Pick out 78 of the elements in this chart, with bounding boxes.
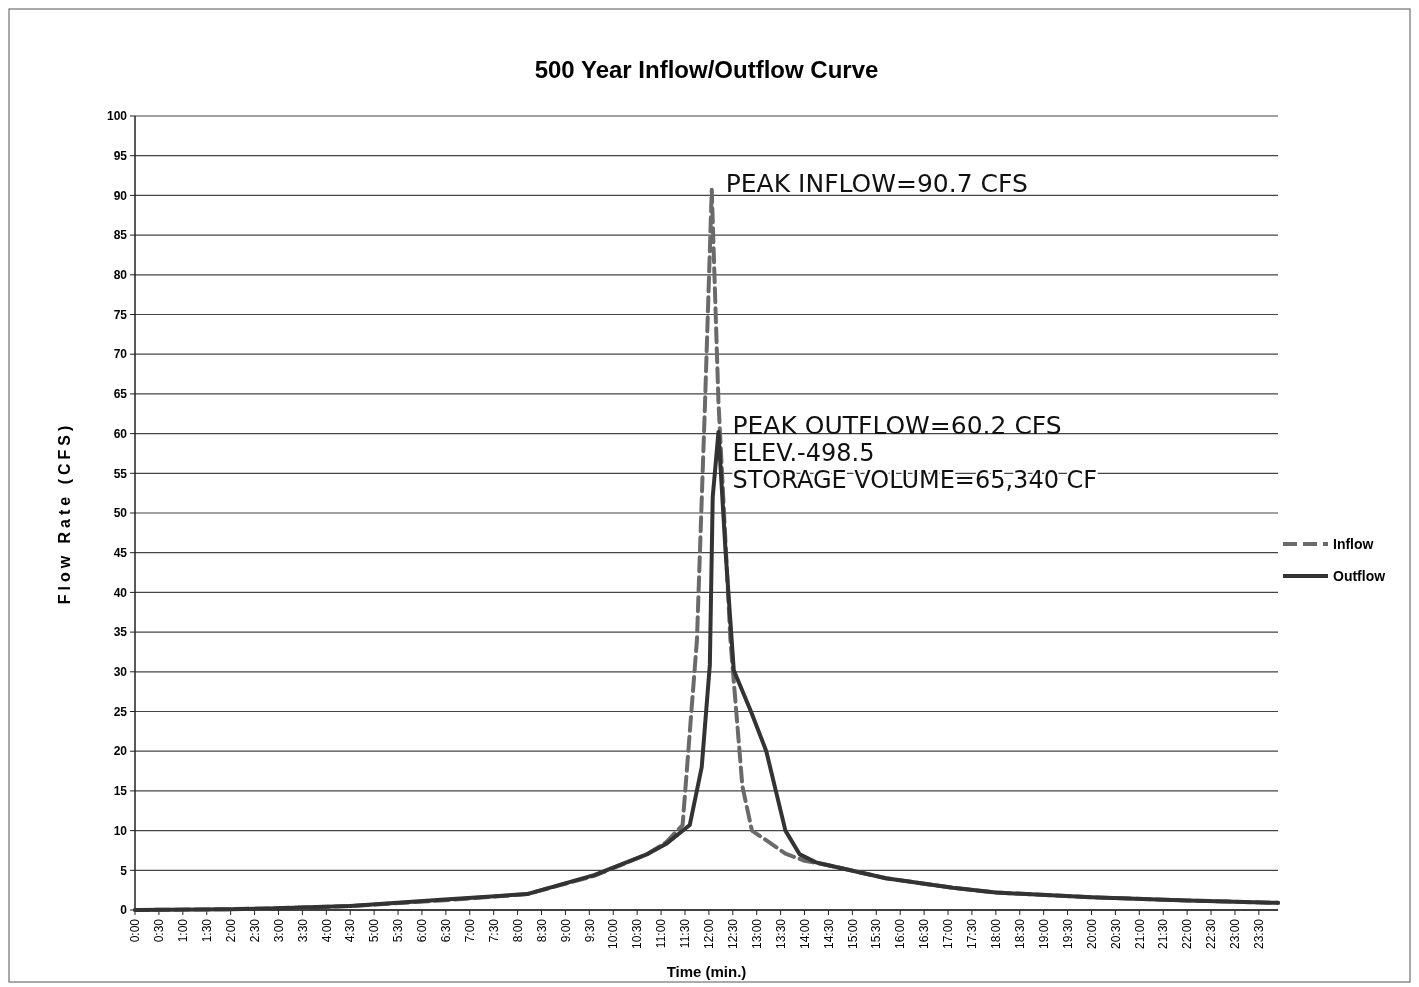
annotation: ELEV.-498.5 bbox=[732, 439, 875, 468]
y-tick-label: 50 bbox=[113, 506, 128, 521]
y-tick-label: 0 bbox=[120, 903, 128, 918]
chart-title: 500 Year Inflow/Outflow Curve bbox=[534, 56, 879, 83]
x-tick-label: 15:00 bbox=[845, 918, 860, 950]
x-tick-label: 16:00 bbox=[893, 918, 908, 950]
x-tick-label: 13:00 bbox=[749, 918, 764, 950]
y-tick-label: 90 bbox=[113, 188, 128, 203]
x-tick-label: 6:30 bbox=[439, 918, 454, 943]
x-tick-label: 11:30 bbox=[678, 918, 693, 949]
annotation: STORAGE VOLUME=65,340 CF bbox=[732, 466, 1098, 495]
x-tick-label: 8:30 bbox=[534, 918, 549, 943]
x-tick-label: 9:30 bbox=[582, 918, 597, 943]
x-tick-label: 19:00 bbox=[1036, 918, 1051, 950]
x-tick-label: 20:30 bbox=[1108, 918, 1123, 950]
y-tick-label: 5 bbox=[120, 863, 128, 878]
x-tick-label: 23:00 bbox=[1228, 918, 1243, 950]
legend-label: Inflow bbox=[1333, 535, 1374, 552]
x-tick-label: 3:00 bbox=[271, 918, 286, 943]
x-tick-label: 16:30 bbox=[917, 918, 932, 950]
x-tick-label: 5:30 bbox=[391, 918, 406, 943]
x-tick-label: 6:00 bbox=[415, 918, 430, 943]
x-tick-label: 13:30 bbox=[773, 918, 788, 950]
y-tick-label: 35 bbox=[113, 625, 128, 640]
x-tick-label: 18:30 bbox=[1012, 918, 1027, 950]
x-tick-label: 4:00 bbox=[319, 918, 334, 943]
y-tick-label: 65 bbox=[113, 387, 128, 402]
y-axis-title: Flow Rate (CFS) bbox=[56, 421, 73, 605]
y-tick-label: 20 bbox=[113, 744, 128, 759]
x-tick-label: 9:00 bbox=[558, 918, 573, 943]
y-tick-label: 25 bbox=[113, 704, 128, 719]
x-tick-label: 1:30 bbox=[199, 918, 214, 943]
x-tick-label: 0:30 bbox=[152, 918, 167, 943]
y-tick-label: 40 bbox=[113, 585, 128, 600]
x-tick-label: 18:00 bbox=[989, 918, 1004, 950]
x-tick-label: 17:00 bbox=[941, 918, 956, 950]
x-tick-label: 15:30 bbox=[869, 918, 884, 950]
x-tick-label: 17:30 bbox=[965, 918, 980, 950]
x-tick-label: 14:00 bbox=[797, 918, 812, 950]
x-tick-label: 14:30 bbox=[821, 918, 836, 950]
x-tick-label: 12:30 bbox=[726, 918, 740, 950]
y-tick-label: 10 bbox=[113, 823, 128, 838]
x-tick-label: 7:30 bbox=[486, 918, 501, 943]
x-tick-label: 20:00 bbox=[1084, 918, 1099, 950]
x-tick-label: 11:00 bbox=[654, 918, 669, 949]
y-tick-label: 55 bbox=[113, 466, 128, 481]
x-tick-label: 2:30 bbox=[247, 918, 262, 943]
x-tick-label: 8:00 bbox=[510, 918, 525, 943]
x-tick-label: 21:00 bbox=[1132, 918, 1147, 950]
x-tick-label: 1:00 bbox=[176, 918, 191, 943]
x-tick-label: 2:00 bbox=[223, 918, 238, 943]
x-tick-label: 3:30 bbox=[295, 918, 310, 943]
x-tick-label: 5:00 bbox=[367, 918, 382, 943]
y-tick-label: 100 bbox=[106, 109, 128, 124]
x-tick-label: 4:30 bbox=[343, 918, 358, 943]
y-tick-label: 45 bbox=[113, 545, 128, 560]
x-tick-label: 22:30 bbox=[1204, 918, 1219, 950]
x-tick-label: 21:30 bbox=[1156, 918, 1171, 950]
x-tick-label: 19:30 bbox=[1060, 918, 1075, 950]
legend-label: Outflow bbox=[1333, 567, 1386, 584]
y-tick-label: 95 bbox=[113, 148, 128, 163]
y-tick-label: 15 bbox=[113, 784, 128, 799]
annotation: PEAK OUTFLOW=60.2 CFS bbox=[732, 411, 1062, 441]
y-tick-label: 60 bbox=[113, 426, 128, 441]
x-tick-label: 7:00 bbox=[462, 918, 477, 943]
y-tick-label: 30 bbox=[113, 665, 128, 679]
y-tick-label: 80 bbox=[113, 268, 128, 282]
y-tick-label: 70 bbox=[113, 347, 128, 362]
x-tick-label: 22:00 bbox=[1180, 918, 1195, 950]
x-tick-label: 10:30 bbox=[630, 918, 645, 950]
y-tick-label: 75 bbox=[113, 307, 128, 322]
x-tick-label: 0:00 bbox=[128, 918, 143, 943]
x-tick-label: 23:30 bbox=[1252, 918, 1267, 950]
annotation: PEAK INFLOW=90.7 CFS bbox=[725, 168, 1028, 198]
x-axis-title: Time (min.) bbox=[666, 963, 747, 980]
x-tick-label: 12:00 bbox=[702, 918, 717, 950]
x-tick-label: 10:00 bbox=[606, 918, 621, 950]
y-tick-label: 85 bbox=[113, 228, 128, 243]
